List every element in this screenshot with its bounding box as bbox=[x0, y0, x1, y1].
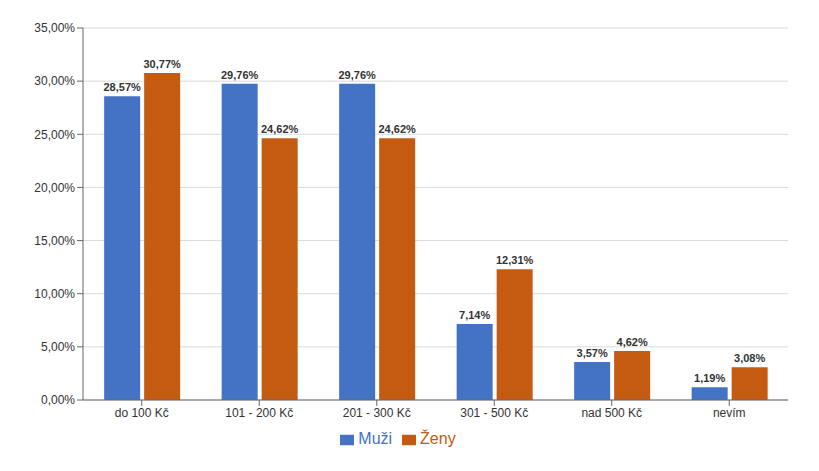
svg-text:nad 500 Kč: nad 500 Kč bbox=[581, 406, 642, 420]
svg-text:29,76%: 29,76% bbox=[221, 69, 259, 81]
html-text:Ženy: Ženy bbox=[420, 430, 456, 447]
svg-text:1,19%: 1,19% bbox=[694, 372, 725, 384]
svg-text:4,62%: 4,62% bbox=[617, 336, 648, 348]
svg-text:0,00%: 0,00% bbox=[41, 393, 75, 407]
svg-text:30,77%: 30,77% bbox=[143, 58, 181, 70]
svg-text:101 - 200 Kč: 101 - 200 Kč bbox=[225, 406, 293, 420]
svg-text:20,00%: 20,00% bbox=[34, 181, 75, 195]
svg-text:7,14%: 7,14% bbox=[459, 309, 490, 321]
svg-text:15,00%: 15,00% bbox=[34, 234, 75, 248]
svg-text:do 100 Kč: do 100 Kč bbox=[115, 406, 169, 420]
svg-text:25,00%: 25,00% bbox=[34, 128, 75, 142]
html-text:Muži: Muži bbox=[358, 430, 393, 447]
svg-text:24,62%: 24,62% bbox=[378, 123, 416, 135]
svg-text:28,57%: 28,57% bbox=[103, 81, 141, 93]
svg-text:30,00%: 30,00% bbox=[34, 74, 75, 88]
svg-text:201 - 300 Kč: 201 - 300 Kč bbox=[343, 406, 411, 420]
svg-text:3,57%: 3,57% bbox=[577, 347, 608, 359]
svg-text:nevím: nevím bbox=[713, 406, 746, 420]
svg-text:10,00%: 10,00% bbox=[34, 287, 75, 301]
svg-text:35,00%: 35,00% bbox=[34, 21, 75, 35]
svg-text:301 - 500 Kč: 301 - 500 Kč bbox=[460, 406, 528, 420]
svg-text:12,31%: 12,31% bbox=[496, 254, 534, 266]
svg-text:29,76%: 29,76% bbox=[338, 69, 376, 81]
svg-text:3,08%: 3,08% bbox=[734, 352, 765, 364]
svg-text:24,62%: 24,62% bbox=[261, 123, 299, 135]
svg-text:5,00%: 5,00% bbox=[41, 340, 75, 354]
